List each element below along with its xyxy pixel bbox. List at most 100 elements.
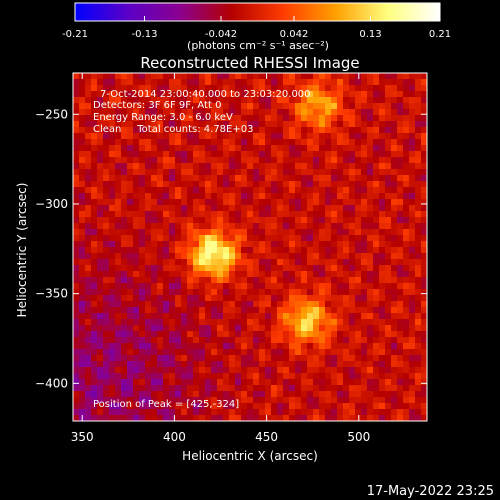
heatmap-cell [391, 217, 398, 224]
heatmap-cell [373, 205, 380, 212]
heatmap-cell [397, 343, 404, 350]
heatmap-cell [79, 223, 86, 230]
heatmap-cell [187, 331, 194, 338]
heatmap-cell [175, 91, 182, 98]
heatmap-cell [103, 139, 110, 146]
heatmap-cell [169, 373, 176, 380]
heatmap-cell [157, 367, 164, 374]
heatmap-cell [397, 181, 404, 188]
heatmap-cell [325, 373, 332, 380]
heatmap-cell [397, 241, 404, 248]
heatmap-cell [415, 205, 422, 212]
heatmap-cell [151, 91, 158, 98]
heatmap-cell [397, 121, 404, 128]
heatmap-cell [313, 385, 320, 392]
heatmap-cell [289, 319, 296, 326]
heatmap-cell [277, 355, 284, 362]
heatmap-cell [205, 331, 212, 338]
heatmap-cell [103, 289, 110, 296]
heatmap-cell [217, 331, 224, 338]
heatmap-cell [247, 115, 254, 122]
heatmap-cell [145, 115, 152, 122]
heatmap-cell [109, 163, 116, 170]
heatmap-cell [391, 313, 398, 320]
heatmap-cell [367, 151, 374, 158]
heatmap-cell [109, 241, 116, 248]
heatmap-cell [349, 91, 356, 98]
heatmap-cell [229, 241, 236, 248]
heatmap-cell [373, 91, 380, 98]
heatmap-cell [289, 343, 296, 350]
heatmap-cell [313, 121, 320, 128]
heatmap-cell [79, 409, 86, 416]
heatmap-cell [79, 169, 86, 176]
heatmap-cell [199, 367, 206, 374]
heatmap-cell [211, 103, 218, 110]
heatmap-cell [199, 169, 206, 176]
heatmap-cell [397, 97, 404, 104]
heatmap-cell [403, 283, 410, 290]
heatmap-cell [337, 271, 344, 278]
heatmap-cell [187, 355, 194, 362]
heatmap-cell [331, 295, 338, 302]
heatmap-cell [391, 265, 398, 272]
heatmap-cell [121, 301, 128, 308]
heatmap-cell [85, 157, 92, 164]
heatmap-cell [205, 307, 212, 314]
heatmap-cell [295, 139, 302, 146]
heatmap-cell [91, 223, 98, 230]
heatmap-cell [133, 343, 140, 350]
heatmap-cell [133, 145, 140, 152]
heatmap-cell [241, 265, 248, 272]
heatmap-cell [295, 211, 302, 218]
heatmap-cell [361, 277, 368, 284]
heatmap-cell [391, 193, 398, 200]
heatmap-cell [385, 157, 392, 164]
heatmap-cell [367, 295, 374, 302]
heatmap-cell [193, 241, 200, 248]
heatmap-cell [367, 313, 374, 320]
heatmap-cell [403, 151, 410, 158]
heatmap-cell [115, 133, 122, 140]
heatmap-cell [163, 187, 170, 194]
heatmap-cell [169, 385, 176, 392]
heatmap-cell [373, 217, 380, 224]
heatmap-cell [415, 313, 422, 320]
heatmap-cell [409, 139, 416, 146]
heatmap-cell [133, 103, 140, 110]
heatmap-cell [157, 193, 164, 200]
heatmap-cell [133, 295, 140, 302]
heatmap-cell [271, 103, 278, 110]
heatmap-cell [355, 253, 362, 260]
heatmap-cell [247, 259, 254, 266]
heatmap-cell [103, 379, 110, 386]
heatmap-cell [415, 247, 422, 254]
heatmap-cell [163, 277, 170, 284]
heatmap-cell [229, 313, 236, 320]
heatmap-cell [265, 181, 272, 188]
heatmap-cell [127, 277, 134, 284]
heatmap-cell [199, 301, 206, 308]
heatmap-cell [109, 247, 116, 254]
heatmap-cell [367, 385, 374, 392]
heatmap-cell [97, 301, 104, 308]
heatmap-cell [403, 211, 410, 218]
heatmap-cell [337, 223, 344, 230]
heatmap-cell [343, 73, 350, 80]
heatmap-cell [127, 151, 134, 158]
heatmap-cell [109, 331, 116, 338]
heatmap-cell [265, 331, 272, 338]
heatmap-cell [199, 223, 206, 230]
heatmap-cell [79, 133, 86, 140]
heatmap-cell [151, 385, 158, 392]
heatmap-cell [223, 115, 230, 122]
heatmap-cell [151, 109, 158, 116]
heatmap-cell [205, 103, 212, 110]
heatmap-cell [235, 373, 242, 380]
heatmap-cell [355, 379, 362, 386]
heatmap-cell [109, 97, 116, 104]
heatmap-cell [343, 391, 350, 398]
heatmap-cell [367, 91, 374, 98]
heatmap-cell [307, 295, 314, 302]
heatmap-cell [421, 259, 427, 266]
